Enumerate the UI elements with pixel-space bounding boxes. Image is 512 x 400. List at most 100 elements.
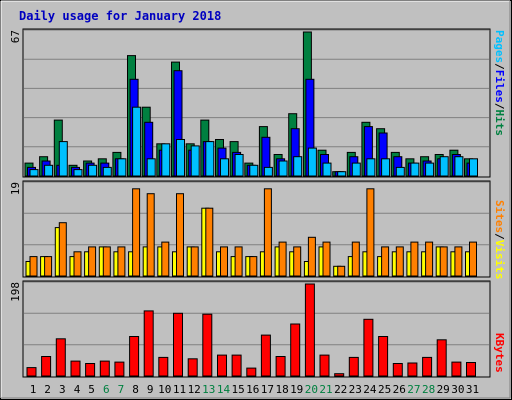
pages-bar-day-5 bbox=[88, 164, 98, 177]
sites-bar-day-13 bbox=[205, 207, 214, 277]
sites-bar-day-12 bbox=[190, 246, 199, 277]
sites-bar-day-3 bbox=[58, 222, 67, 277]
sites-bar-day-5 bbox=[88, 246, 97, 277]
panel-kbytes-frame bbox=[22, 280, 491, 378]
pages-bar-day-16 bbox=[249, 164, 259, 177]
sites-bar-day-4 bbox=[73, 251, 82, 277]
pages-bar-day-29 bbox=[439, 156, 449, 177]
kbytes-bar-day-10 bbox=[158, 356, 169, 377]
kbytes-bar-day-31 bbox=[466, 362, 476, 377]
panel-hits-frame bbox=[22, 28, 491, 178]
day-label-8: 8 bbox=[132, 383, 139, 396]
bars bbox=[24, 31, 478, 377]
hits-panel-legend: Pages/Files/Hits bbox=[493, 30, 506, 136]
day-label-1: 1 bbox=[30, 383, 37, 396]
kbytes-bar-day-6 bbox=[99, 360, 110, 377]
kbytes-bar-day-28 bbox=[422, 356, 433, 377]
pages-bar-day-18 bbox=[278, 160, 288, 177]
pages-bar-day-22 bbox=[337, 171, 347, 177]
sites-bar-day-18 bbox=[278, 241, 287, 277]
day-label-20: 20 bbox=[305, 383, 318, 396]
kbytes-bar-day-27 bbox=[407, 362, 418, 377]
sites-bar-day-2 bbox=[44, 256, 53, 277]
kbytes-bar-day-22 bbox=[334, 373, 345, 377]
x-axis-day-labels: 1 2 3 4 5 6 7 8 9 10 11 12 13 14 15 16 17 18 19 20 21 22 23 24 2… bbox=[30, 383, 479, 396]
pages-bar-day-10 bbox=[161, 143, 171, 177]
pages-bar-day-30 bbox=[454, 156, 464, 177]
pages-bar-day-27 bbox=[410, 162, 420, 177]
kbytes-ymax-label: 198 bbox=[9, 282, 22, 302]
pages-bar-day-7 bbox=[117, 158, 127, 177]
day-label-14: 14 bbox=[217, 383, 231, 396]
legend-sites: Sites bbox=[493, 200, 506, 233]
kbytes-bar-day-26 bbox=[392, 363, 403, 377]
day-label-6: 6 bbox=[103, 383, 110, 396]
kbytes-panel-legend: KBytes bbox=[493, 333, 506, 373]
pages-bar-day-13 bbox=[205, 141, 215, 177]
legend-sep-3: / bbox=[493, 233, 506, 240]
pages-bar-day-4 bbox=[73, 169, 83, 177]
pages-bar-day-14 bbox=[220, 158, 229, 177]
kbytes-bar-day-18 bbox=[275, 356, 286, 377]
day-label-30: 30 bbox=[451, 383, 464, 396]
pages-bar-day-2 bbox=[44, 164, 54, 177]
day-label-2: 2 bbox=[44, 383, 51, 396]
kbytes-bar-day-30 bbox=[451, 361, 462, 377]
legend-files: Files bbox=[493, 70, 506, 103]
sites-bar-day-8 bbox=[132, 188, 141, 277]
day-label-5: 5 bbox=[88, 383, 95, 396]
day-label-12: 12 bbox=[188, 383, 201, 396]
sites-bar-day-28 bbox=[425, 241, 434, 277]
kbytes-bar-day-7 bbox=[114, 361, 125, 377]
pages-bar-day-31 bbox=[469, 158, 478, 177]
sites-bar-day-30 bbox=[454, 246, 463, 277]
kbytes-bar-day-14 bbox=[217, 354, 227, 377]
sites-bar-day-6 bbox=[102, 246, 111, 277]
kbytes-bar-day-17 bbox=[260, 334, 271, 377]
kbytes-bar-day-16 bbox=[246, 367, 257, 377]
kbytes-bar-day-20 bbox=[304, 283, 315, 377]
day-label-15: 15 bbox=[231, 383, 244, 396]
day-label-3: 3 bbox=[59, 383, 66, 396]
pages-bar-day-25 bbox=[381, 158, 391, 177]
kbytes-bar-day-2 bbox=[41, 356, 52, 377]
day-label-18: 18 bbox=[275, 383, 288, 396]
day-label-21: 21 bbox=[319, 383, 332, 396]
kbytes-bar-day-23 bbox=[348, 356, 359, 377]
kbytes-bar-day-25 bbox=[378, 336, 389, 377]
day-label-10: 10 bbox=[158, 383, 171, 396]
day-label-29: 29 bbox=[437, 383, 450, 396]
sites-bar-day-31 bbox=[469, 241, 477, 277]
kbytes-bar-day-29 bbox=[436, 339, 447, 377]
legend-visits: Visits bbox=[493, 240, 506, 280]
day-label-16: 16 bbox=[246, 383, 259, 396]
day-label-27: 27 bbox=[407, 383, 420, 396]
visits-panel-legend: Sites/Visits bbox=[493, 200, 506, 280]
pages-bar-day-15 bbox=[234, 154, 244, 177]
sites-bar-day-27 bbox=[410, 241, 419, 277]
kbytes-bar-day-19 bbox=[290, 323, 301, 377]
day-label-19: 19 bbox=[290, 383, 303, 396]
sites-bar-day-23 bbox=[351, 241, 360, 277]
pages-bar-day-1 bbox=[29, 169, 39, 177]
kbytes-bar-day-11 bbox=[173, 312, 183, 377]
legend-sep-1: / bbox=[493, 63, 506, 70]
kbytes-bar-day-21 bbox=[319, 354, 330, 377]
pages-bar-day-24 bbox=[366, 158, 376, 177]
day-label-28: 28 bbox=[422, 383, 435, 396]
pages-bar-day-9 bbox=[146, 158, 156, 177]
legend-kbytes: KBytes bbox=[493, 333, 506, 373]
kbytes-bar-day-13 bbox=[202, 313, 213, 377]
day-label-9: 9 bbox=[147, 383, 154, 396]
sites-bar-day-11 bbox=[176, 193, 184, 277]
pages-bar-day-20 bbox=[307, 147, 317, 177]
pages-bar-day-28 bbox=[425, 162, 435, 177]
kbytes-bar-day-5 bbox=[85, 363, 96, 377]
kbytes-bar-day-9 bbox=[143, 310, 154, 377]
kbytes-bar-day-8 bbox=[129, 336, 140, 377]
pages-bar-day-21 bbox=[322, 162, 332, 177]
sites-bar-day-1 bbox=[29, 256, 38, 277]
hits-ymax-label: 67 bbox=[9, 30, 22, 43]
sites-bar-day-21 bbox=[322, 241, 331, 277]
day-label-23: 23 bbox=[349, 383, 362, 396]
